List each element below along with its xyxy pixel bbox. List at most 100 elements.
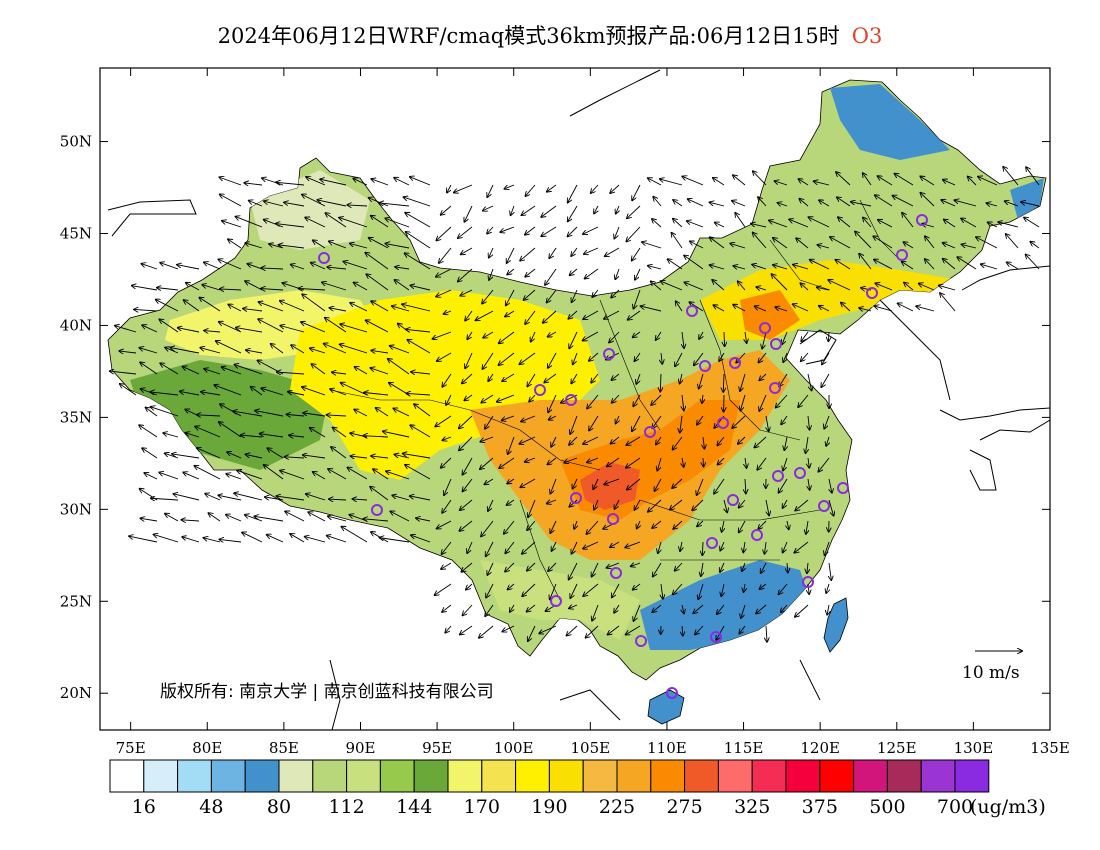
wind-arrow (673, 219, 683, 228)
wind-arrow (642, 242, 662, 249)
wind-arrow (507, 268, 515, 275)
wind-arrow (208, 513, 221, 522)
station-marker (772, 470, 784, 482)
wind-arrow (682, 625, 683, 636)
colorbar-swatch (210, 759, 246, 793)
wind-arrow (395, 280, 410, 291)
wind-arrow (732, 415, 746, 428)
wind-arrow (636, 373, 641, 384)
wind-arrow (589, 415, 599, 430)
wind-arrow (717, 436, 725, 445)
wind-arrow (783, 499, 788, 508)
wind-arrow (302, 294, 326, 312)
wind-arrow (793, 265, 809, 270)
station-marker (565, 394, 577, 406)
wind-arrow (154, 534, 179, 543)
wind-arrow (157, 288, 179, 290)
wind-arrow (172, 454, 200, 459)
lon-tick-label: 135E (1030, 739, 1070, 757)
wind-arrow (892, 196, 914, 207)
wind-arrow (745, 478, 746, 493)
wind-arrow (446, 394, 452, 405)
wind-arrow (863, 173, 872, 186)
wind-arrow (904, 283, 914, 291)
wind-arrow (762, 331, 767, 349)
wind-arrow (583, 541, 599, 549)
wind-arrow (370, 487, 389, 501)
wind-arrow (699, 331, 703, 339)
wind-arrow (759, 394, 767, 411)
wind-arrow (568, 226, 578, 236)
wind-arrow (354, 410, 368, 417)
wind-arrow (656, 331, 662, 340)
wind-arrow (528, 625, 536, 641)
wind-arrow (140, 518, 158, 521)
wind-arrow (287, 414, 305, 416)
wind-arrow (569, 562, 578, 580)
wind-arrow (330, 389, 347, 396)
lat-tick-label: 25N (60, 592, 92, 610)
wind-arrow (894, 174, 914, 186)
wind-arrow (903, 242, 914, 249)
wind-arrow (202, 285, 221, 291)
wind-arrow (591, 184, 599, 193)
wind-arrow (817, 287, 830, 290)
wind-arrow (264, 465, 284, 480)
copyright-text: 版权所有: 南京大学 | 南京创蓝科技有限公司 (160, 682, 494, 702)
wind-arrow (633, 331, 641, 337)
wind-arrow (218, 495, 242, 501)
wind-arrow (406, 329, 431, 332)
wind-arrow (916, 306, 935, 312)
wind-arrow (808, 415, 810, 430)
wind-arrow (745, 457, 747, 468)
colorbar-swatch (650, 759, 686, 793)
wind-arrow (156, 300, 179, 312)
wind-arrow (371, 350, 389, 353)
wind-arrow (855, 231, 872, 249)
field-red-core (580, 462, 640, 510)
wind-arrow (386, 471, 410, 480)
wind-arrow (828, 331, 829, 341)
wind-arrow (200, 348, 221, 354)
wind-arrow (703, 457, 704, 467)
wind-arrow (798, 179, 809, 186)
wind-arrow (550, 583, 557, 599)
wind-arrow (291, 265, 305, 270)
wind-arrow (684, 255, 704, 270)
wind-arrow (487, 226, 494, 234)
wind-arrow (151, 498, 179, 500)
wind-arrow (405, 213, 431, 228)
wind-arrow (632, 247, 641, 261)
wind-arrow (759, 583, 767, 589)
wind-arrow (458, 226, 473, 238)
wind-arrow (499, 331, 515, 343)
lon-tick-label: 105E (571, 739, 611, 757)
wind-arrow (465, 310, 473, 321)
wind-arrow (688, 199, 704, 207)
wind-arrow (673, 436, 683, 450)
wind-arrow (668, 259, 683, 270)
wind-arrow (507, 247, 515, 263)
wind-arrow (592, 562, 599, 577)
wind-arrow (508, 583, 515, 589)
wind-arrow (528, 499, 536, 517)
wind-arrow (571, 541, 578, 554)
wind-arrow (653, 197, 662, 207)
wind-arrow (808, 583, 809, 594)
wind-arrow (447, 184, 451, 193)
wind-arrow (779, 373, 788, 386)
wind-arrow (226, 474, 242, 480)
station-marker (607, 513, 619, 525)
wind-arrow (403, 197, 431, 207)
wind-arrow (541, 205, 557, 217)
wind-arrow (641, 306, 662, 312)
wind-arrow (331, 447, 347, 459)
field-orange-huabei (740, 290, 800, 340)
lon-tick-label: 110E (647, 739, 687, 757)
wind-arrow (511, 205, 514, 215)
wind-arrow (140, 362, 158, 375)
wind-arrow (632, 415, 641, 431)
wind-arrow (255, 411, 284, 417)
station-marker (794, 467, 806, 479)
wind-arrow (310, 348, 326, 354)
